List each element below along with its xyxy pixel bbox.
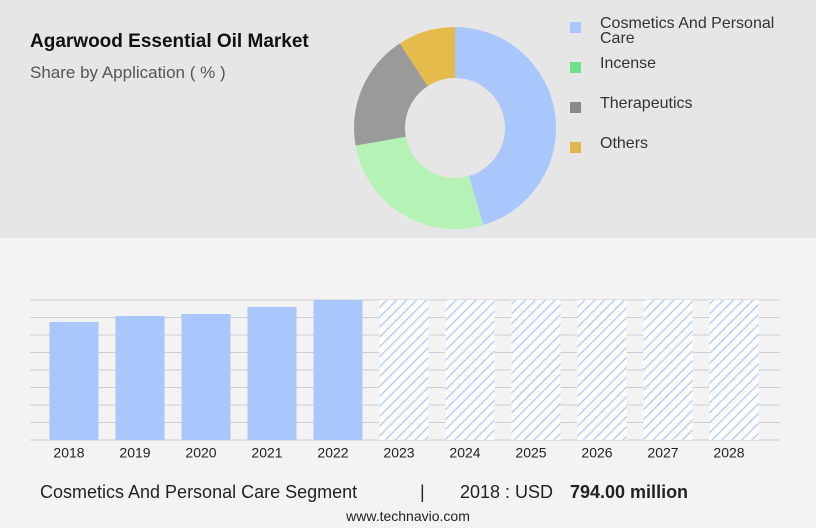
bar <box>49 321 99 440</box>
x-tick-label: 2020 <box>185 445 216 461</box>
donut-chart <box>354 27 556 229</box>
footer-value: 794.00 million <box>570 482 689 502</box>
legend-label: Incense <box>600 55 657 72</box>
donut-slice <box>455 27 556 225</box>
bar <box>313 300 363 440</box>
chart-subtitle: Share by Application ( % ) <box>30 63 226 82</box>
x-tick-label: 2025 <box>515 445 546 461</box>
footer-separator: | <box>420 482 425 502</box>
legend-swatch <box>570 102 581 113</box>
donut-slice <box>399 27 455 87</box>
donut-slice <box>355 136 484 229</box>
x-tick-label: 2028 <box>713 445 744 461</box>
chart-title: Agarwood Essential Oil Market <box>30 31 309 52</box>
legend-label: Others <box>600 135 649 152</box>
x-tick-label: 2019 <box>119 445 150 461</box>
legend-item: Cosmetics And Personal Care <box>570 16 800 56</box>
forecast-bar <box>709 300 759 440</box>
source: www.technavio.com <box>346 508 470 524</box>
x-tick-label: 2026 <box>581 445 612 461</box>
legend-item: Therapeutics <box>570 96 800 136</box>
donut-slice <box>354 43 428 146</box>
bar-chart: 2018 2019 2020 2021 2022 2023 2024 2025 2026 2027… <box>30 299 780 461</box>
forecast-bar <box>445 300 495 440</box>
bar <box>247 306 297 440</box>
x-tick-label: 2018 <box>53 445 84 461</box>
forecast-bar <box>577 300 627 440</box>
forecast-bar <box>511 300 561 440</box>
bar <box>181 313 231 440</box>
bar <box>115 316 165 440</box>
legend-item: Others <box>570 136 800 176</box>
legend-label: Therapeutics <box>600 95 693 112</box>
legend-swatch <box>570 142 581 153</box>
x-tick-label: 2027 <box>647 445 678 461</box>
footer-year: 2018 : USD <box>460 482 554 502</box>
legend-item: Incense <box>570 56 800 96</box>
legend-swatch <box>570 22 581 33</box>
legend-swatch <box>570 62 581 73</box>
legend-label: Cosmetics And Personal Care <box>600 15 775 47</box>
legend: Cosmetics And Personal Care Incense Therap… <box>570 16 800 176</box>
x-tick-label: 2023 <box>383 445 414 461</box>
x-tick-label: 2021 <box>251 445 282 461</box>
forecast-bar <box>379 300 429 440</box>
x-tick-label: 2024 <box>449 445 480 461</box>
x-tick-label: 2022 <box>317 445 348 461</box>
forecast-bar <box>643 300 693 440</box>
footer-segment: Cosmetics And Personal Care Segment <box>40 482 358 502</box>
